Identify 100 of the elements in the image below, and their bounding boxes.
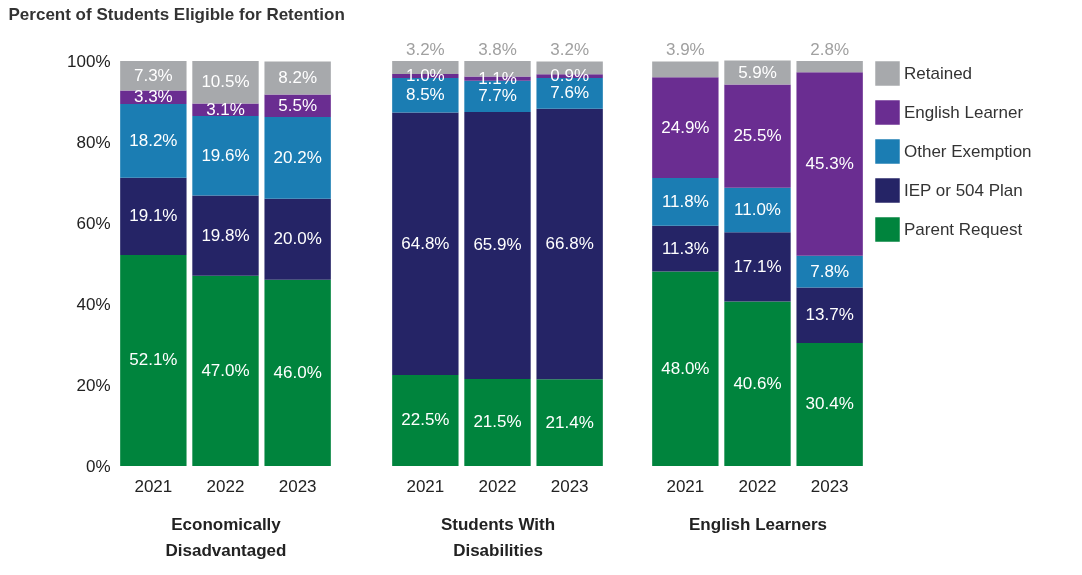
bar [264,116,331,199]
data-label: 7.8% [810,261,850,281]
data-label: 45.3% [805,154,854,174]
data-label: 30.4% [805,394,854,414]
data-label: 24.9% [661,117,710,137]
bar [796,72,863,256]
legend-label: Parent Request [904,219,1023,239]
data-label: 19.1% [129,206,178,226]
x-tick-label: 2022 [478,476,517,496]
bar [796,342,863,466]
bar [796,287,863,343]
x-tick-label: 2021 [134,476,173,496]
data-label: 0.9% [550,66,590,86]
data-label: 46.0% [273,362,322,382]
bar [392,112,459,375]
y-tick-label: 40% [76,294,111,314]
data-label: 3.2% [405,40,445,59]
data-label: 3.3% [133,87,173,107]
bar [264,61,331,95]
data-label: 48.0% [661,358,710,378]
data-label: 2.8% [810,40,850,59]
data-label: 20.0% [273,229,322,249]
data-label: 66.8% [545,234,594,254]
bar [724,232,791,302]
data-label: 3.2% [550,40,590,60]
x-tick-label: 2022 [206,476,245,496]
bar [652,77,719,179]
bar [120,61,187,91]
data-label: 18.2% [129,130,178,150]
data-label: 47.0% [201,360,250,380]
bar [536,108,603,380]
bar [724,301,791,466]
y-tick-label: 20% [76,375,111,395]
data-label: 17.1% [733,256,782,276]
data-label: 21.5% [473,412,522,432]
y-tick-label: 60% [76,213,111,233]
bar [120,177,187,255]
data-label: 8.2% [278,68,318,88]
x-tick-label: 2022 [738,476,777,496]
data-label: 1.1% [478,68,517,88]
x-tick-label: 2021 [406,476,445,496]
x-axis-title: Students With Disabilities [440,514,556,560]
bar [120,103,187,178]
data-label: 5.9% [738,62,777,82]
bar [796,61,863,73]
bar [392,374,459,466]
bar [464,378,531,466]
bar [724,84,791,188]
x-tick-label: 2023 [278,476,317,496]
data-label: 7.7% [478,86,517,106]
legend-label: Retained [904,63,973,83]
data-label: 11.3% [661,238,709,258]
bar [464,112,531,379]
bar [192,195,259,276]
bar [192,275,259,466]
data-label: 5.5% [278,95,318,115]
y-tick-label: 80% [76,132,111,152]
data-label: 22.5% [401,410,450,430]
bar [652,271,719,466]
bar [724,187,791,233]
data-label: 3.9% [665,40,705,60]
bar [192,116,259,196]
y-tick-label: 100% [67,51,111,71]
bar [536,379,603,466]
bar [652,225,719,272]
data-label: 52.1% [129,350,178,370]
data-label: 13.7% [805,305,854,325]
x-tick-label: 2023 [550,476,589,496]
data-label: 3.8% [478,40,517,59]
data-label: 10.5% [201,72,250,92]
data-label: 11.0% [734,200,781,220]
legend-label: Other Exemption [904,141,1032,161]
data-label: 7.6% [550,83,590,103]
x-tick-label: 2023 [810,476,849,496]
data-label: 19.8% [201,225,250,245]
data-label: 40.6% [733,373,782,393]
x-axis-title: English Learners [689,514,827,534]
data-label: 19.6% [201,145,250,165]
data-label: 64.8% [401,233,450,253]
data-label: 3.1% [206,99,245,119]
data-label: 20.2% [273,147,322,167]
x-axis-title: Economically Disadvantaged [165,514,287,560]
data-label: 1.0% [405,65,445,85]
data-label: 11.8% [661,191,709,211]
bar [120,255,187,466]
chart-title: Percent of Students Eligible for Retention [8,5,345,24]
x-tick-label: 2021 [666,476,705,496]
legend-label: IEP or 504 Plan [904,180,1023,200]
data-label: 7.3% [133,65,173,85]
y-tick-label: 0% [85,456,111,476]
bar [652,178,719,226]
legend-label: English Learner [904,102,1024,122]
bar [192,61,259,104]
data-label: 25.5% [733,126,782,146]
data-label: 21.4% [545,412,594,432]
bar [264,198,331,280]
data-label: 8.5% [405,85,445,105]
bar [264,279,331,466]
data-label: 65.9% [473,235,522,255]
bar [652,61,719,78]
